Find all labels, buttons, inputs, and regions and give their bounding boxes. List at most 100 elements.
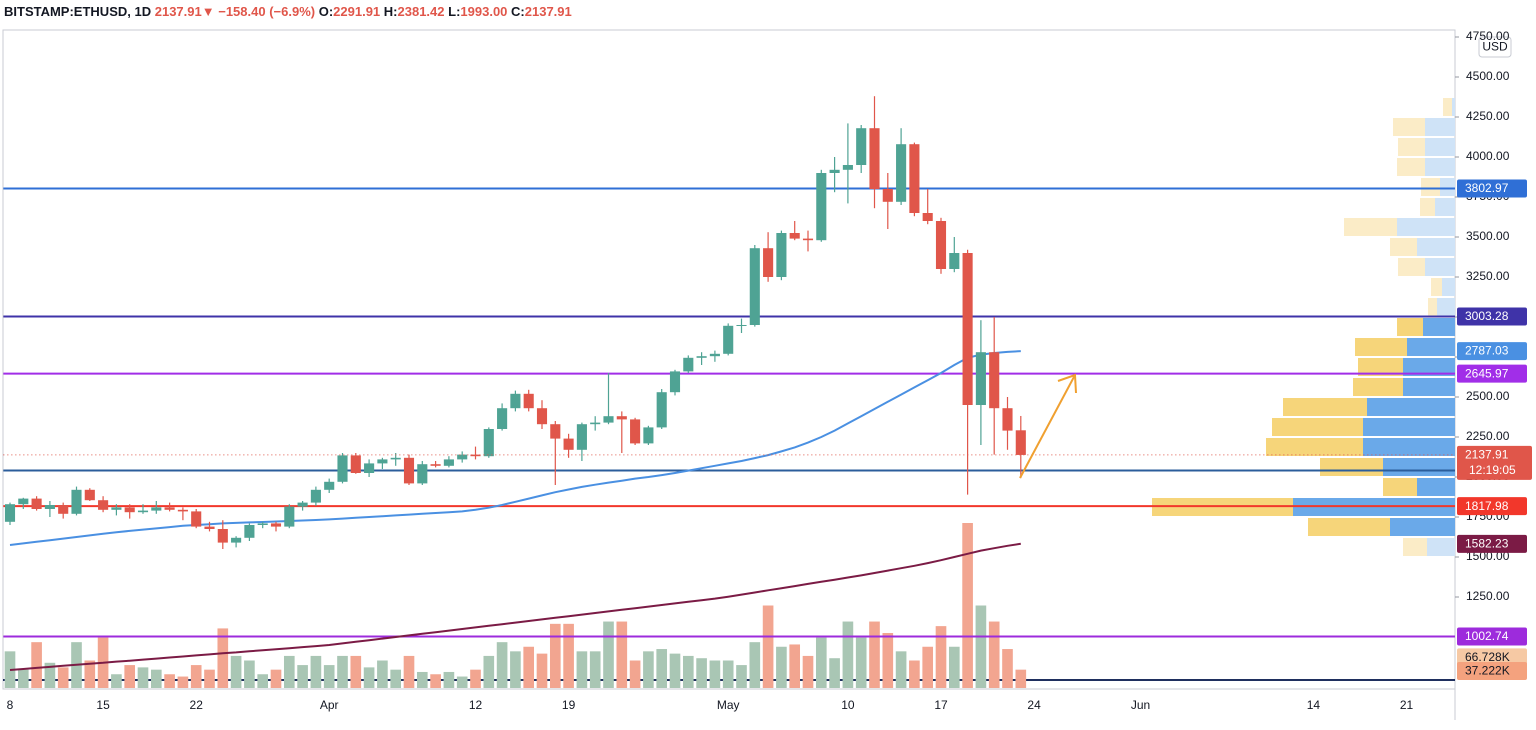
candle-body [497, 408, 508, 429]
volume-bar [922, 646, 934, 688]
volume-bar [603, 621, 614, 688]
volume-bar [496, 642, 508, 688]
volume-bar [696, 658, 707, 688]
candle-body [284, 506, 295, 527]
volume-bar [882, 633, 894, 688]
volume-bar [975, 605, 987, 688]
volume-bar [629, 660, 641, 688]
profile-down [1398, 258, 1425, 276]
candle-body [736, 325, 747, 326]
volume-bar [270, 669, 282, 688]
profile-up [1390, 518, 1455, 536]
candle-body [656, 392, 667, 428]
volume-bar [935, 626, 947, 688]
candle-body [71, 489, 82, 514]
candle-body [244, 525, 255, 538]
candle-body [4, 504, 16, 522]
volume-bar [17, 669, 29, 688]
candle-body [231, 537, 242, 543]
y-tick-label: 4500.00 [1466, 69, 1510, 83]
volume-bar [377, 660, 388, 688]
profile-down [1353, 378, 1403, 396]
arrow-line [1019, 374, 1076, 479]
profile-down [1397, 158, 1425, 176]
candle-body [377, 459, 388, 464]
profile-up [1425, 118, 1455, 136]
candle-body [18, 498, 29, 505]
volume-bar [815, 637, 827, 688]
profile-up [1417, 238, 1455, 256]
level-tag: 1817.98 [1465, 499, 1509, 513]
change-arrow: ▼ [201, 4, 215, 19]
ma-tag-bg [1457, 534, 1527, 553]
symbol: BITSTAMP:ETHUSD, 1D [4, 4, 152, 19]
profile-down [1283, 398, 1367, 416]
volume-bar [869, 621, 880, 688]
volume-bar [164, 674, 175, 688]
y-tick-label: 3500.00 [1466, 229, 1510, 243]
candle-body [709, 353, 720, 357]
profile-up [1437, 298, 1455, 316]
volume-bar [416, 671, 428, 688]
volume-bar [363, 667, 375, 688]
candle-body [364, 463, 375, 473]
profile-up [1367, 398, 1455, 416]
candle-body [989, 352, 1000, 409]
profile-down [1266, 438, 1363, 456]
volume-bar [456, 676, 468, 688]
candle-body [137, 510, 149, 513]
candle-body [962, 253, 973, 405]
candle-body [869, 128, 880, 189]
candle-body [842, 165, 853, 170]
candle-body [909, 144, 920, 213]
profile-up [1425, 138, 1455, 156]
volume-bar [297, 665, 308, 688]
volume-bar [962, 523, 973, 688]
candle-body [44, 505, 55, 509]
volume-bar [337, 655, 348, 688]
candle-body [763, 248, 774, 277]
candle-body [603, 416, 614, 423]
candle-body [510, 393, 521, 409]
volume-bar [682, 655, 694, 688]
profile-up [1383, 458, 1455, 476]
candle-body [297, 502, 308, 507]
profile-up [1403, 358, 1455, 376]
profile-down [1355, 338, 1407, 356]
profile-up [1403, 378, 1455, 396]
candle-body [1015, 430, 1026, 455]
y-tick-label: 4250.00 [1466, 109, 1510, 123]
volume-bar [736, 665, 747, 688]
volume-bar [762, 605, 774, 688]
profile-down [1431, 278, 1442, 296]
profile-down [1358, 358, 1403, 376]
high-label: H: [383, 4, 398, 19]
profile-up [1417, 478, 1455, 496]
close: 2137.91 [524, 4, 572, 19]
volume-bar [895, 651, 907, 688]
candle-body [630, 419, 641, 444]
profile-down [1428, 298, 1437, 316]
candle-body [390, 457, 401, 460]
y-tick-label: 4000.00 [1466, 149, 1510, 163]
profile-up [1407, 338, 1455, 356]
profile-up [1425, 158, 1455, 176]
profile-up [1397, 218, 1455, 236]
candle-body [1002, 408, 1013, 431]
moving-average [9, 542, 1021, 671]
profile-down [1344, 218, 1397, 236]
volume-bar [842, 621, 854, 688]
volume-bar [802, 655, 814, 688]
volume-bar [430, 674, 441, 688]
volume-bar [643, 651, 654, 688]
profile-up [1435, 198, 1455, 216]
level-tag: 2645.97 [1465, 366, 1509, 380]
ma-tag: 1582.23 [1465, 537, 1509, 551]
candle-body [576, 424, 587, 450]
low-label: L: [448, 4, 461, 19]
profile-down [1397, 318, 1423, 336]
candle-body [310, 489, 321, 503]
volume-bar [523, 646, 535, 688]
